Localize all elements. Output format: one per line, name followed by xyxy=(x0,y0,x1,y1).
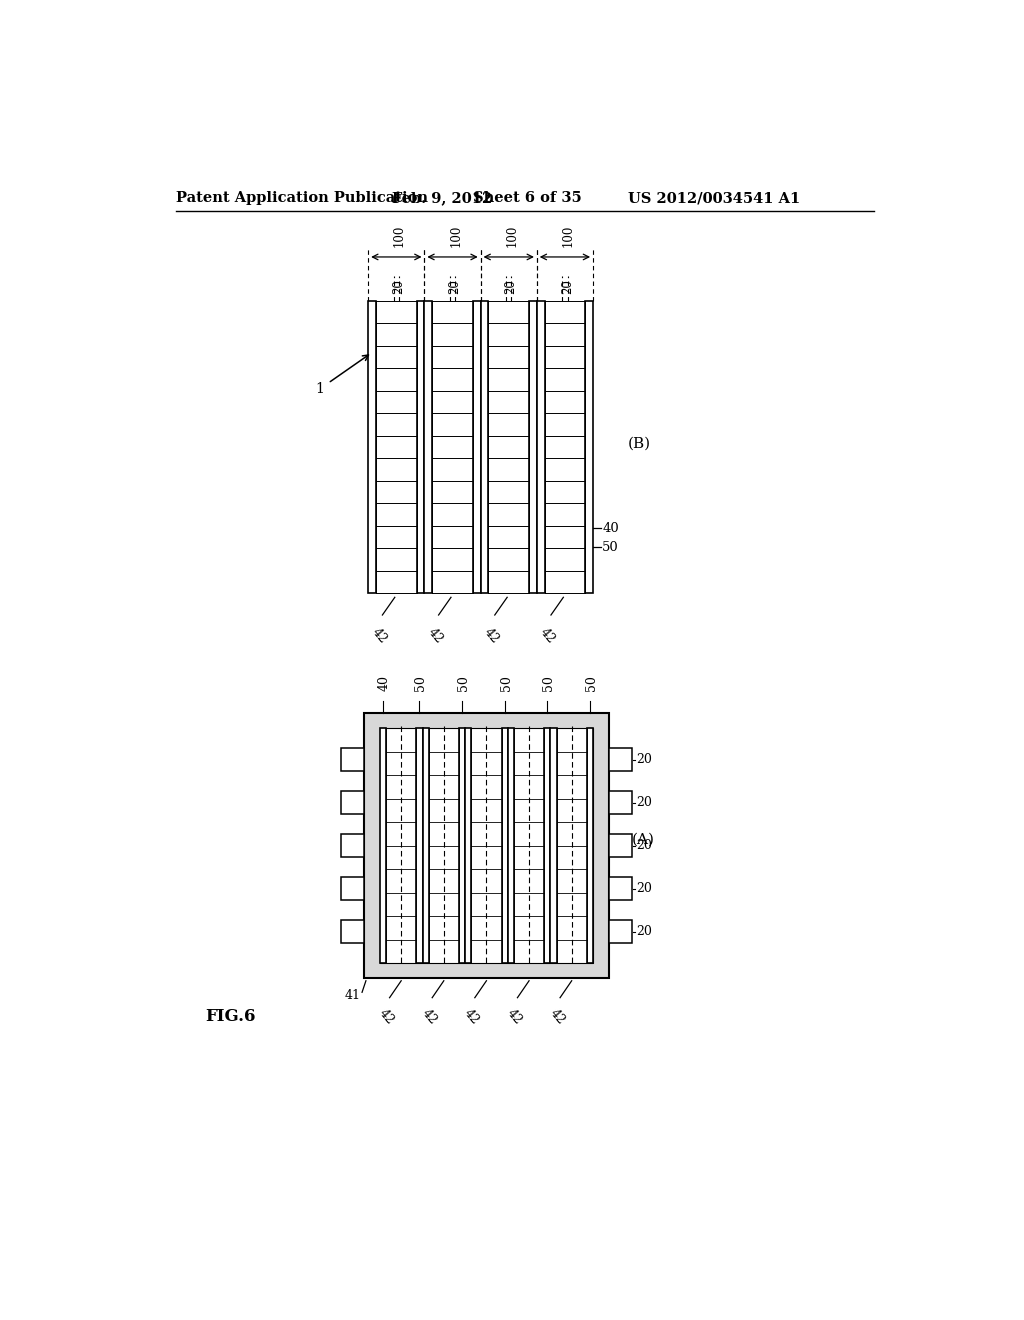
Text: (A): (A) xyxy=(632,833,654,847)
Bar xyxy=(423,729,429,964)
Text: 42: 42 xyxy=(462,1007,482,1027)
Bar xyxy=(502,729,508,964)
Text: 42: 42 xyxy=(425,626,445,645)
Text: 50: 50 xyxy=(602,541,620,554)
Text: 20: 20 xyxy=(392,279,406,293)
Bar xyxy=(341,834,365,857)
Bar xyxy=(424,301,432,594)
Text: 40: 40 xyxy=(378,676,391,692)
Text: US 2012/0034541 A1: US 2012/0034541 A1 xyxy=(628,191,800,206)
Text: 1: 1 xyxy=(315,383,325,396)
Text: 42: 42 xyxy=(538,626,558,645)
Text: 20: 20 xyxy=(636,796,652,809)
Text: 20: 20 xyxy=(636,882,652,895)
Bar xyxy=(341,920,365,944)
Text: Feb. 9, 2012: Feb. 9, 2012 xyxy=(391,191,492,206)
Bar xyxy=(608,748,632,771)
Text: 50: 50 xyxy=(543,676,555,692)
Text: 41: 41 xyxy=(344,989,360,1002)
Bar xyxy=(608,920,632,944)
Bar xyxy=(365,713,608,978)
Bar xyxy=(341,791,365,814)
Text: 20: 20 xyxy=(505,279,517,293)
Text: 42: 42 xyxy=(481,626,502,645)
Text: 50: 50 xyxy=(457,676,470,692)
Text: 42: 42 xyxy=(377,1007,396,1027)
Bar xyxy=(550,729,557,964)
Text: 42: 42 xyxy=(419,1007,439,1027)
Text: FIG.6: FIG.6 xyxy=(206,1008,256,1026)
Bar xyxy=(537,301,545,594)
Bar xyxy=(380,729,386,964)
Text: (B): (B) xyxy=(628,437,651,450)
Bar xyxy=(608,791,632,814)
Text: 50: 50 xyxy=(415,676,427,692)
Text: 20: 20 xyxy=(636,840,652,853)
Text: 100: 100 xyxy=(393,224,406,247)
Text: 42: 42 xyxy=(547,1007,567,1027)
Bar xyxy=(608,876,632,900)
Text: 20: 20 xyxy=(449,279,462,293)
Text: 50: 50 xyxy=(585,676,598,692)
Text: 20: 20 xyxy=(561,279,573,293)
Text: Sheet 6 of 35: Sheet 6 of 35 xyxy=(473,191,582,206)
Text: 20: 20 xyxy=(636,925,652,939)
Bar xyxy=(369,301,376,594)
Bar xyxy=(341,876,365,900)
Bar xyxy=(473,301,480,594)
Text: Patent Application Publication: Patent Application Publication xyxy=(176,191,428,206)
Bar xyxy=(480,301,488,594)
Bar xyxy=(544,729,550,964)
Text: 100: 100 xyxy=(505,224,518,247)
Text: 100: 100 xyxy=(450,224,462,247)
Text: 42: 42 xyxy=(504,1007,524,1027)
Bar xyxy=(459,729,465,964)
Bar xyxy=(417,729,423,964)
Text: 40: 40 xyxy=(602,521,620,535)
Bar xyxy=(417,301,424,594)
Bar xyxy=(341,748,365,771)
Bar xyxy=(380,729,593,964)
Text: 50: 50 xyxy=(500,676,513,692)
Bar xyxy=(586,301,593,594)
Text: 42: 42 xyxy=(370,626,389,645)
Bar xyxy=(529,301,537,594)
Bar xyxy=(508,729,514,964)
Text: 20: 20 xyxy=(636,754,652,766)
Bar xyxy=(587,729,593,964)
Bar xyxy=(608,834,632,857)
Text: 100: 100 xyxy=(561,224,574,247)
Bar xyxy=(465,729,471,964)
